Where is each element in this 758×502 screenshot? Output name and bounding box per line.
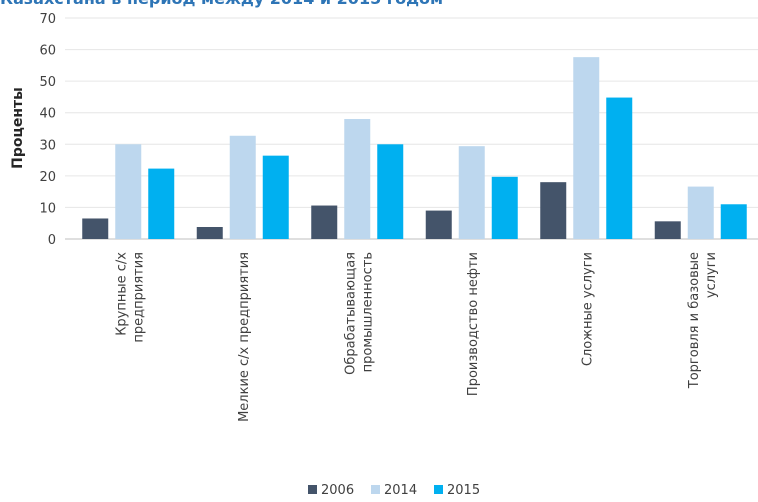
x-tick-label-line: Торговля и базовые (687, 252, 702, 389)
x-tick-label: Сложные услуги (580, 252, 595, 366)
bar (82, 218, 109, 239)
bar (573, 57, 600, 239)
legend-label: 2006 (321, 483, 354, 498)
bar (115, 144, 142, 239)
bar (148, 168, 175, 239)
bar (720, 204, 747, 239)
bar (491, 176, 518, 239)
bar (425, 210, 452, 239)
bar (540, 182, 567, 239)
x-tick-label-line: предприятия (131, 252, 146, 343)
y-tick-label: 70 (39, 12, 56, 27)
bar (311, 205, 338, 239)
x-tick-label: Крупные с/х предприятия (114, 252, 146, 343)
y-tick-label: 10 (39, 201, 56, 216)
y-tick-label: 40 (39, 107, 56, 122)
x-tick-label-line: Обрабатывающая (343, 252, 358, 375)
y-axis-label: Проценты (10, 87, 26, 169)
chart-title: Казахстана в период между 2014 и 2015 го… (0, 0, 443, 8)
x-tick-label: Производство нефти (466, 252, 481, 396)
bar (458, 146, 485, 239)
bar (344, 119, 371, 239)
x-tick-label-line: Крупные с/х (114, 252, 129, 336)
x-tick-label: Мелкие с/х предприятия (237, 252, 252, 422)
legend-swatch (434, 485, 443, 494)
legend-label: 2015 (447, 483, 480, 498)
x-tick-label: Торговля и базовые услуги (687, 252, 719, 389)
legend-swatch (371, 485, 380, 494)
bar (687, 186, 714, 239)
x-tick-label-line: промышленность (360, 252, 375, 372)
bar (196, 227, 223, 239)
y-tick-label: 50 (39, 75, 56, 90)
x-tick-label: Обрабатывающая промышленность (343, 252, 375, 375)
y-tick-label: 20 (39, 170, 56, 185)
bar (606, 97, 633, 239)
y-tick-label: 60 (39, 44, 56, 59)
y-tick-label: 30 (39, 138, 56, 153)
y-tick-label: 0 (48, 233, 56, 248)
x-tick-label-line: услуги (704, 252, 719, 298)
legend-label: 2014 (384, 483, 417, 498)
bar (377, 144, 404, 239)
legend-swatch (308, 485, 317, 494)
bar (654, 221, 681, 239)
bar (229, 135, 256, 239)
bar (262, 155, 289, 239)
